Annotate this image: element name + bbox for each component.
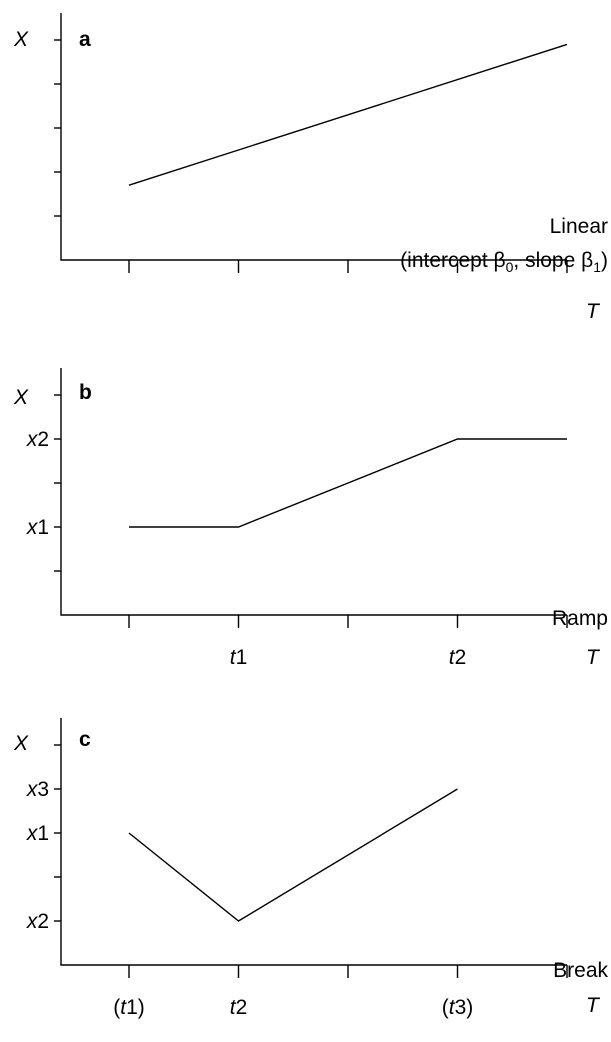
panel-b-series-line	[129, 438, 567, 528]
panel-a-annotation-intercept: (intercept β	[400, 249, 505, 272]
panel-b-x-axis-label: T	[586, 646, 601, 669]
panel-b-plot: x1 x2 t1 t2	[26, 368, 568, 669]
panel-a-series-line	[128, 43, 568, 186]
panel-b-x-tick-label: t2	[449, 646, 467, 669]
panel-c-letter: c	[79, 728, 91, 751]
panel-b-y-axis-label: X	[13, 386, 29, 409]
panel-a-annotation-line2: (intercept β0, slope β1)	[400, 249, 608, 275]
panel-a-annotation-sub0: 0	[506, 259, 514, 275]
panel-c-x-tick-label: (t3)	[442, 996, 474, 1019]
panel-a-annotation-slope: , slope β	[513, 249, 593, 272]
panel-b-axes	[60, 368, 567, 616]
panel-b-letter: b	[79, 381, 92, 404]
panel-c-y-tick-label: x2	[26, 910, 49, 933]
panel-a-x-axis-label: T	[586, 300, 601, 323]
panel-a-letter: a	[79, 28, 91, 51]
panel-c-x-tick-label: (t1)	[113, 996, 145, 1019]
panel-b-y-tick-label: x2	[26, 428, 49, 451]
panel-c-axes	[60, 718, 567, 966]
panel-a: X a T Linear (intercept β0, slope β1)	[13, 13, 608, 323]
panel-b-x-tick-label: t1	[230, 646, 248, 669]
panel-b: X b x1 x2 t1 t2 T Ramp	[13, 368, 608, 669]
panel-b-y-tick-label: x1	[26, 516, 49, 539]
panel-c-x-tick-label: t2	[230, 996, 248, 1019]
panel-c-y-tick-label: x3	[26, 778, 49, 801]
panel-a-plot	[54, 13, 568, 273]
panel-c-plot: x2 x1 x3 (t1) t2 (t3)	[26, 718, 568, 1019]
panel-b-annotation: Ramp	[552, 607, 608, 630]
panel-c-annotation: Break	[553, 959, 608, 982]
panel-c-y-axis-label: X	[13, 732, 29, 755]
panel-c-x-axis-label: T	[586, 994, 601, 1017]
panel-a-annotation-line1: Linear	[550, 215, 608, 238]
panel-a-annotation-close: )	[601, 249, 608, 272]
panel-c-series-line	[128, 788, 458, 922]
panel-c-y-tick-label: x1	[26, 822, 49, 845]
panel-c: X c x2 x1 x3 (t1) t2 (t3) T Break	[13, 718, 608, 1019]
panel-a-axes	[60, 13, 567, 261]
panel-a-annotation-sub1: 1	[593, 259, 601, 275]
panel-a-y-axis-label: X	[13, 28, 29, 51]
